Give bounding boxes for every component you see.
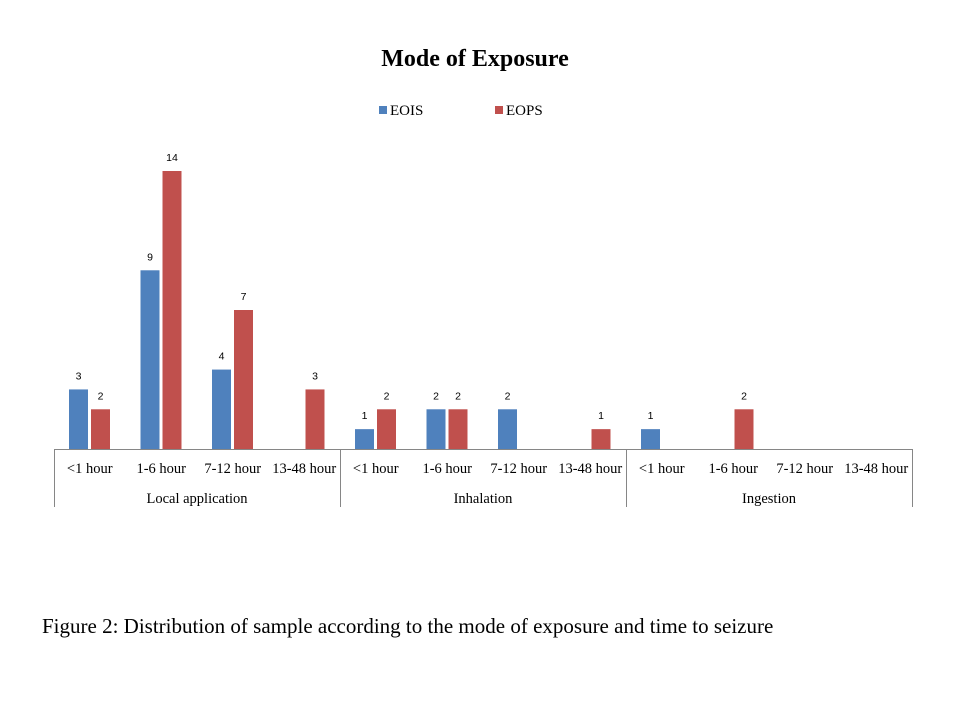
tick-label-11: 13-48 hour: [844, 461, 908, 477]
data-label-eops-1: 14: [166, 152, 178, 164]
figure-caption: Figure 2: Distribution of sample accordi…: [42, 614, 774, 638]
bar-eois-0: [69, 389, 88, 449]
data-label-eops-5: 2: [455, 390, 461, 402]
tick-label-3: 13-48 hour: [272, 461, 336, 477]
tick-label-1: 1-6 hour: [136, 461, 186, 477]
bar-eois-8: [641, 429, 660, 449]
bars: [69, 171, 754, 449]
category-axis: <1 hour 1-6 hour 7-12 hour 13-48 hour <1 hou…: [54, 449, 913, 507]
bar-eois-4: [355, 429, 374, 449]
tick-label-10: 7-12 hour: [776, 461, 833, 477]
legend: EOIS EOPS: [379, 103, 543, 119]
bar-eops-9: [734, 409, 754, 449]
bar-eops-5: [448, 409, 468, 449]
data-label-eois-5: 2: [433, 390, 439, 402]
data-label-eois-8: 1: [648, 410, 654, 422]
data-label-eops-3: 3: [312, 370, 318, 382]
tick-label-4: <1 hour: [353, 461, 399, 477]
legend-swatch-eois: [379, 106, 387, 114]
group-label-2: Ingestion: [742, 491, 797, 507]
bar-eops-4: [377, 409, 396, 449]
data-label-eops-9: 2: [741, 390, 747, 402]
bar-eois-6: [498, 409, 517, 449]
legend-label-eops: EOPS: [506, 103, 543, 119]
data-label-eois-6: 2: [505, 390, 511, 402]
legend-swatch-eops: [495, 106, 503, 114]
group-label-1: Inhalation: [454, 491, 514, 507]
data-labels: 3 9 4 1 2 2 1 2 14 7 3 2 2 1 2: [76, 152, 748, 422]
bar-eops-2: [234, 310, 253, 449]
group-label-0: Local application: [146, 491, 248, 507]
bar-eops-3: [305, 389, 325, 449]
tick-label-9: 1-6 hour: [708, 461, 758, 477]
data-label-eois-1: 9: [147, 251, 153, 263]
tick-label-6: 7-12 hour: [490, 461, 547, 477]
tick-label-0: <1 hour: [67, 461, 113, 477]
chart-title: Mode of Exposure: [381, 46, 569, 72]
bar-eops-7: [591, 429, 611, 449]
bar-eops-0: [91, 409, 110, 449]
bar-eois-1: [140, 270, 160, 449]
data-label-eops-2: 7: [241, 291, 247, 303]
bar-eops-1: [162, 171, 182, 449]
legend-label-eois: EOIS: [390, 103, 423, 119]
data-label-eois-0: 3: [76, 370, 82, 382]
tick-label-7: 13-48 hour: [558, 461, 622, 477]
data-label-eois-2: 4: [219, 351, 225, 363]
tick-label-5: 1-6 hour: [422, 461, 472, 477]
tick-label-2: 7-12 hour: [204, 461, 261, 477]
tick-label-8: <1 hour: [639, 461, 685, 477]
data-label-eops-0: 2: [98, 390, 104, 402]
data-label-eois-4: 1: [362, 410, 368, 422]
bar-eois-5: [426, 409, 446, 449]
bar-eois-2: [212, 369, 231, 449]
data-label-eops-4: 2: [384, 390, 390, 402]
data-label-eops-7: 1: [598, 410, 604, 422]
